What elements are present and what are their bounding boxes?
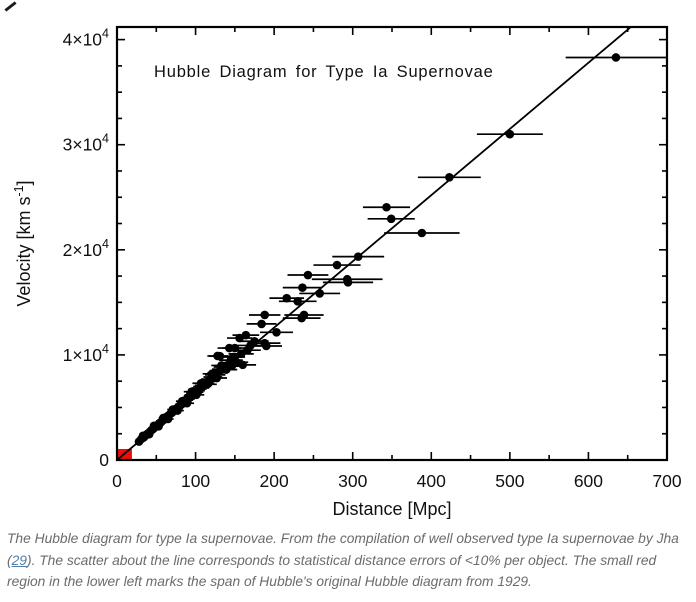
plot-frame	[115, 25, 669, 462]
data-point	[282, 293, 292, 303]
data-point	[272, 328, 281, 337]
data-point	[298, 283, 307, 292]
x-axis-label: Distance [Mpc]	[332, 499, 451, 519]
chart-title: Hubble Diagram for Type Ia Supernovae	[154, 63, 494, 81]
caption-text-before-link: The Hubble diagram for type Ia supernova…	[7, 531, 679, 568]
x-tick-label: 300	[338, 471, 367, 491]
data-point	[236, 349, 246, 359]
data-point	[505, 129, 515, 139]
x-tick-label: 200	[260, 471, 289, 491]
data-point	[343, 278, 353, 287]
hubble-diagram-chart: 0 100 200 300 400 500 600 700 0 1×104 2×104 3×104 4×…	[12, 25, 682, 519]
data-point	[260, 310, 270, 320]
figure-caption: The Hubble diagram for type Ia supernova…	[7, 528, 689, 593]
data-point	[332, 260, 342, 270]
x-tick-label: 500	[495, 471, 524, 491]
y-axis-label: Velocity [km s-1]	[12, 180, 34, 306]
y-tick-label: 1×104	[63, 342, 109, 365]
data-point	[611, 53, 621, 62]
data-point	[315, 289, 325, 298]
data-point	[417, 228, 427, 238]
x-tick-label: 600	[574, 471, 603, 491]
x-tick-label: 0	[112, 471, 122, 491]
data-point	[299, 310, 309, 320]
x-tick-label: 700	[652, 471, 681, 491]
data-point	[386, 214, 396, 224]
hubble-diagram-plot: 0 100 200 300 400 500 600 700 0 1×104 2×104 3×104 4×…	[12, 25, 682, 519]
y-tick-label: 3×104	[63, 132, 109, 155]
data-point	[445, 172, 454, 182]
x-tick-label: 100	[181, 471, 210, 491]
data-point	[382, 202, 391, 212]
y-tick-label: 0	[99, 450, 109, 470]
data-point	[241, 330, 251, 340]
data-point	[293, 297, 303, 306]
caption-text-after-link: ). The scatter about the line correspond…	[7, 552, 657, 590]
data-point	[261, 341, 271, 351]
data-point	[215, 351, 225, 361]
data-point	[353, 252, 363, 261]
reference-link-29[interactable]: 29	[11, 552, 27, 568]
y-tick-label: 4×104	[63, 27, 109, 50]
data-point	[257, 319, 266, 329]
data-point	[250, 336, 259, 346]
data-point	[303, 270, 313, 280]
y-tick-label: 2×104	[63, 237, 109, 260]
data-point	[238, 360, 248, 370]
x-tick-label: 400	[417, 471, 446, 491]
